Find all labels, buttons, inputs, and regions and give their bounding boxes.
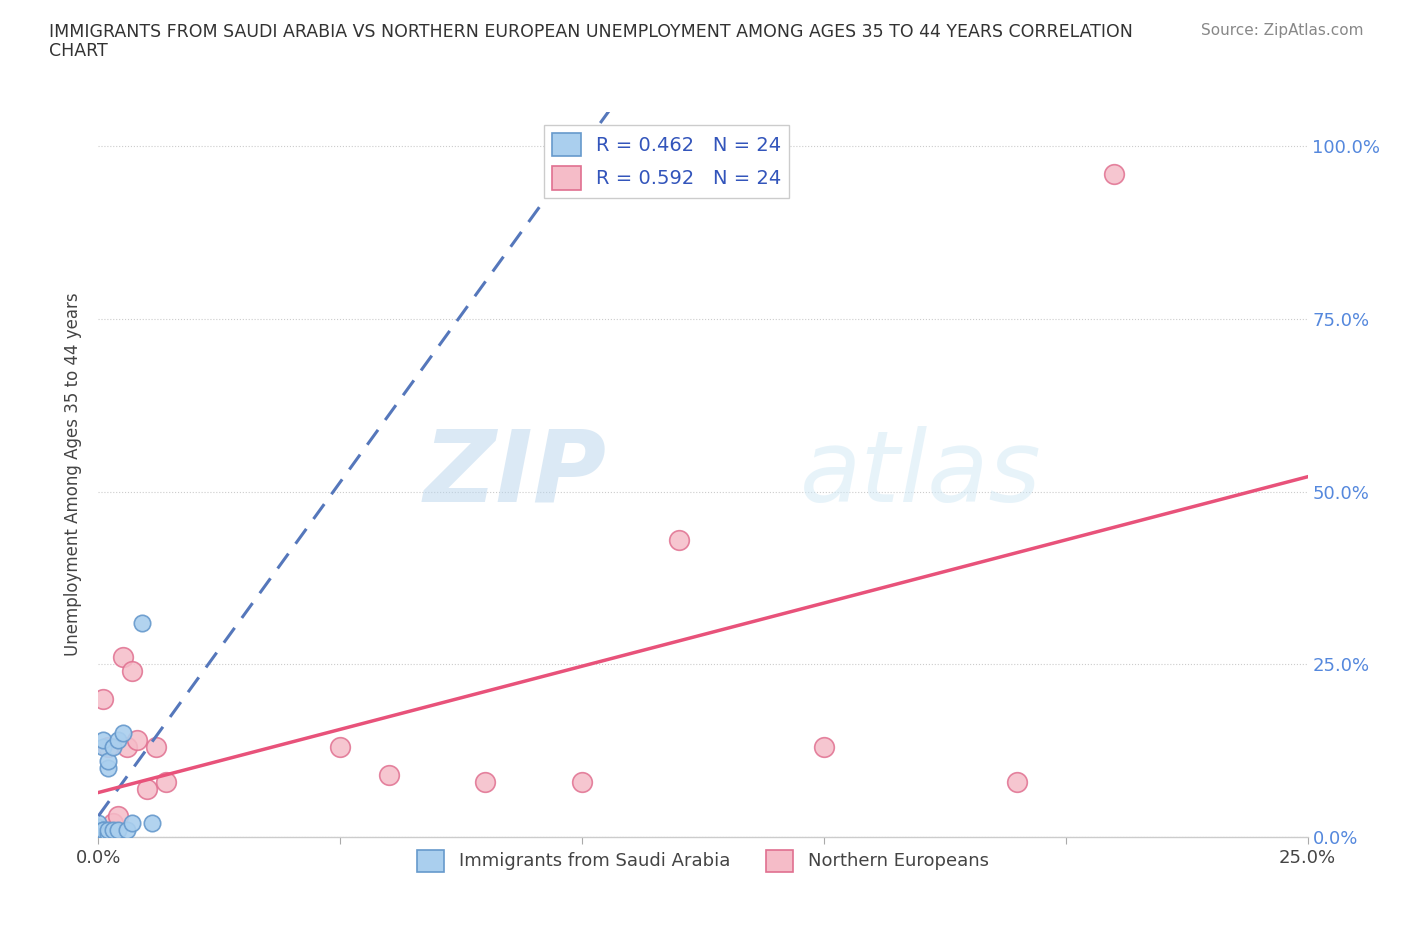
Point bbox=[87, 823, 110, 838]
Legend: Immigrants from Saudi Arabia, Northern Europeans: Immigrants from Saudi Arabia, Northern E… bbox=[411, 843, 995, 879]
Text: IMMIGRANTS FROM SAUDI ARABIA VS NORTHERN EUROPEAN UNEMPLOYMENT AMONG AGES 35 TO : IMMIGRANTS FROM SAUDI ARABIA VS NORTHERN… bbox=[49, 23, 1133, 41]
Point bbox=[91, 739, 114, 754]
Point bbox=[97, 753, 120, 768]
Point bbox=[101, 816, 124, 830]
Point bbox=[97, 826, 120, 841]
Text: Source: ZipAtlas.com: Source: ZipAtlas.com bbox=[1201, 23, 1364, 38]
Point bbox=[145, 739, 167, 754]
Point bbox=[87, 819, 110, 834]
Point bbox=[127, 733, 149, 748]
Y-axis label: Unemployment Among Ages 35 to 44 years: Unemployment Among Ages 35 to 44 years bbox=[65, 293, 83, 656]
Point bbox=[135, 781, 157, 796]
Point bbox=[101, 739, 124, 754]
Point bbox=[87, 826, 110, 841]
Point bbox=[1102, 166, 1125, 181]
Point bbox=[571, 775, 593, 790]
Point bbox=[91, 823, 114, 838]
Point bbox=[97, 823, 120, 838]
Point bbox=[107, 823, 129, 838]
Point bbox=[97, 761, 120, 776]
Text: ZIP: ZIP bbox=[423, 426, 606, 523]
Point bbox=[91, 691, 114, 706]
Point bbox=[87, 830, 110, 844]
Point bbox=[329, 739, 352, 754]
Point bbox=[87, 823, 110, 838]
Text: atlas: atlas bbox=[800, 426, 1042, 523]
Point bbox=[97, 826, 120, 841]
Point bbox=[107, 809, 129, 824]
Point bbox=[117, 739, 139, 754]
Point bbox=[474, 775, 496, 790]
Point bbox=[141, 816, 163, 830]
Point bbox=[1007, 775, 1029, 790]
Point bbox=[111, 650, 134, 665]
Point bbox=[91, 830, 114, 844]
Point bbox=[668, 533, 690, 548]
Point bbox=[155, 775, 177, 790]
Point bbox=[111, 726, 134, 741]
Point bbox=[131, 616, 153, 631]
Point bbox=[107, 733, 129, 748]
Point bbox=[121, 664, 143, 679]
Point bbox=[91, 823, 114, 838]
Point bbox=[91, 826, 114, 841]
Text: CHART: CHART bbox=[49, 42, 108, 60]
Point bbox=[377, 767, 399, 782]
Point bbox=[97, 739, 120, 754]
Point bbox=[813, 739, 835, 754]
Point bbox=[121, 816, 143, 830]
Point bbox=[91, 733, 114, 748]
Point bbox=[91, 826, 114, 841]
Point bbox=[101, 823, 124, 838]
Point bbox=[87, 816, 110, 830]
Point bbox=[91, 823, 114, 838]
Point bbox=[87, 830, 110, 844]
Point bbox=[117, 823, 139, 838]
